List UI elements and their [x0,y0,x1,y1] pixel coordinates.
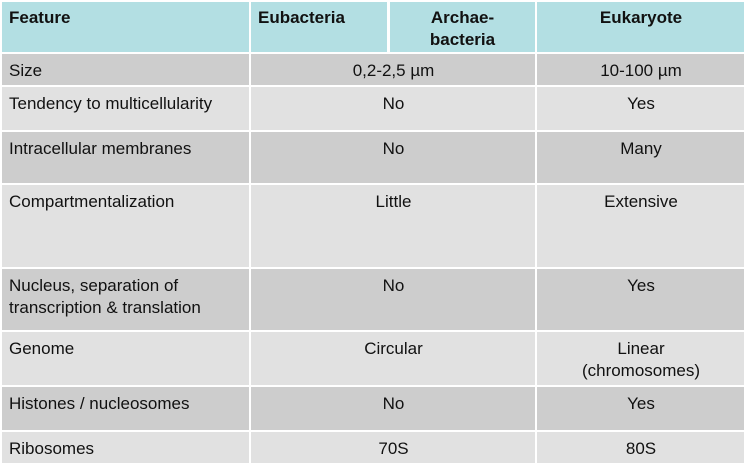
cell-eukaryote: Linear (chromosomes) [535,330,746,387]
cell-feature: Genome [0,330,251,387]
cell-eukaryote: Extensive [535,183,746,269]
table-row-nucleus: Nucleus, separation of transcription & t… [0,267,746,332]
cell-eukaryote: Yes [535,267,746,332]
cell-feature-line1: Nucleus, separation of [9,276,179,295]
cell-feature: Compartmentalization [0,183,251,269]
table-row-multicellularity: Tendency to multicellularity No Yes [0,85,746,132]
cell-eukaryote-line2: (chromosomes) [581,361,701,380]
table-row-membranes: Intracellular membranes No Many [0,130,746,185]
cell-feature-line2: transcription & translation [9,298,201,317]
header-divider [388,2,390,52]
cell-feature: Size [0,52,251,87]
header-feature: Feature [0,0,251,54]
table-row-genome: Genome Circular Linear (chromosomes) [0,330,746,387]
cell-eukaryote-line1: Linear [617,339,665,358]
cell-eukaryote: 10-100 µm [535,52,746,87]
table-row-histones: Histones / nucleosomes No Yes [0,385,746,432]
header-archaebacteria: Archae- bacteria [387,0,537,54]
header-archaebacteria-line1: Archae- [430,8,495,27]
cell-prokaryote: Little [249,183,537,269]
table-row-size: Size 0,2-2,5 µm 10-100 µm [0,52,746,87]
header-row: Feature Eubacteria Archae- bacteria Euka… [0,0,746,54]
cell-feature: Intracellular membranes [0,130,251,185]
header-eukaryote: Eukaryote [535,0,746,54]
cell-eukaryote: 80S [535,430,746,465]
cell-eukaryote: Many [535,130,746,185]
cell-feature: Nucleus, separation of transcription & t… [0,267,251,332]
cell-prokaryote: No [249,385,537,432]
cell-prokaryote: No [249,267,537,332]
cell-prokaryote: 0,2-2,5 µm [249,52,537,87]
table-row-compartmentalization: Compartmentalization Little Extensive [0,183,746,269]
cell-eukaryote: Yes [535,85,746,132]
header-eubacteria: Eubacteria [249,0,389,54]
cell-feature: Ribosomes [0,430,251,465]
cell-prokaryote: Circular [249,330,537,387]
cell-feature: Tendency to multicellularity [0,85,251,132]
cell-prokaryote: No [249,85,537,132]
cell-prokaryote: 70S [249,430,537,465]
cell-feature: Histones / nucleosomes [0,385,251,432]
cell-eukaryote: Yes [535,385,746,432]
cell-prokaryote: No [249,130,537,185]
table-row-ribosomes: Ribosomes 70S 80S [0,430,746,465]
header-archaebacteria-line2: bacteria [429,30,496,49]
